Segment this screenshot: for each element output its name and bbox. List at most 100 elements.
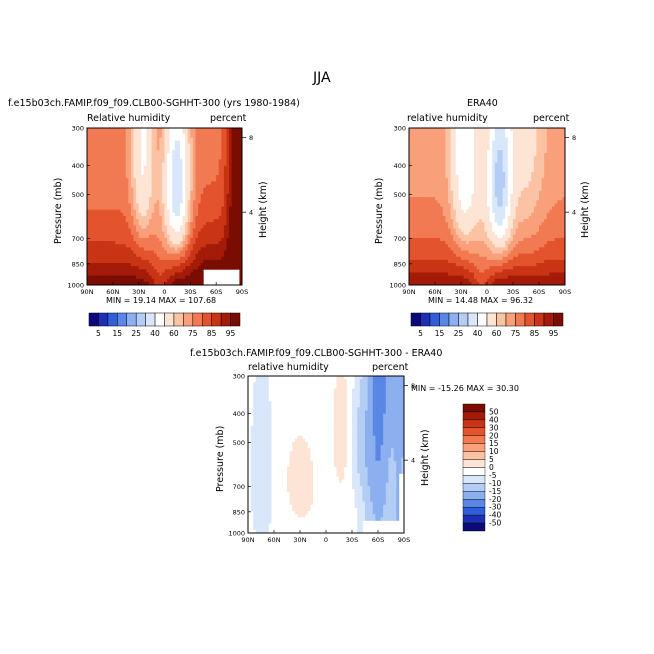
field-cell (89, 269, 93, 273)
field-cell (136, 137, 140, 141)
field-cell (169, 219, 173, 223)
field-cell (123, 253, 127, 258)
field-cell (218, 137, 222, 141)
field-cell (208, 159, 212, 163)
field-cell (497, 165, 501, 170)
field-cell (164, 200, 168, 204)
field-cell (208, 263, 212, 267)
field-cell (200, 190, 204, 195)
field-cell (234, 131, 238, 135)
field-cell (411, 175, 415, 179)
field-cell (458, 250, 462, 254)
field-cell (461, 140, 464, 145)
field-cell (213, 237, 217, 242)
field-cell (123, 134, 127, 138)
field-cell (115, 181, 119, 185)
field-cell (105, 156, 109, 160)
field-cell (419, 162, 423, 167)
field-cell (445, 256, 449, 261)
field-cell (97, 234, 101, 239)
field-cell (455, 275, 459, 280)
field-cell (468, 234, 472, 239)
field-cell (440, 228, 444, 233)
field-cell (115, 212, 119, 217)
field-cell (123, 259, 127, 264)
field-cell (143, 168, 147, 173)
field-cell (195, 165, 199, 170)
field-cell (419, 281, 423, 286)
field-cell (476, 203, 480, 207)
field-cell (149, 215, 152, 220)
field-cell (494, 256, 498, 261)
field-cell (97, 244, 101, 248)
field-cell (120, 250, 124, 254)
field-cell (223, 146, 227, 151)
field-cell (141, 181, 145, 185)
field-cell (229, 175, 233, 179)
field-cell (128, 156, 132, 160)
field-cell (448, 275, 451, 280)
field-cell (123, 156, 127, 160)
field-cell (118, 275, 121, 280)
field-cell (442, 175, 446, 179)
field-cell (229, 219, 233, 223)
field-cell (172, 272, 176, 276)
field-cell (437, 134, 441, 138)
field-cell (136, 181, 140, 185)
field-cell (492, 165, 496, 170)
field-cell (487, 178, 490, 182)
field-cell (159, 215, 163, 220)
field-cell (427, 153, 431, 157)
field-cell (455, 184, 459, 189)
field-cell (154, 197, 158, 201)
field-cell (479, 146, 483, 151)
field-cell (229, 165, 233, 170)
field-cell (161, 219, 165, 223)
field-cell (463, 278, 467, 283)
field-cell (112, 209, 116, 214)
field-cell (409, 134, 412, 138)
field-cell (476, 200, 480, 204)
field-cell (120, 259, 124, 264)
field-cell (107, 193, 111, 198)
field-cell (440, 175, 444, 179)
field-cell (187, 269, 191, 273)
field-cell (94, 134, 98, 138)
field-cell (419, 215, 423, 220)
field-cell (97, 275, 101, 280)
panel-diff-stats: MIN = -15.26 MAX = 30.30 (411, 384, 519, 393)
field-cell (161, 203, 165, 207)
field-cell (141, 171, 145, 176)
field-cell (234, 247, 238, 251)
field-cell (500, 259, 503, 264)
field-cell (87, 159, 90, 163)
field-cell (141, 215, 145, 220)
field-cell (89, 140, 93, 145)
field-cell (466, 146, 470, 151)
field-cell (190, 165, 194, 170)
field-cell (187, 225, 191, 229)
field-cell (424, 247, 428, 251)
field-cell (182, 234, 186, 239)
field-cell (87, 209, 90, 214)
field-cell (156, 219, 160, 223)
field-cell (190, 256, 194, 261)
field-cell (458, 209, 462, 214)
field-cell (136, 269, 140, 273)
field-cell (107, 203, 111, 207)
field-cell (450, 269, 454, 273)
field-cell (445, 272, 449, 276)
field-cell (479, 175, 483, 179)
field-cell (141, 184, 145, 189)
field-cell (453, 190, 457, 195)
field-cell (419, 253, 423, 258)
field-cell (471, 140, 475, 145)
field-cell (92, 162, 96, 167)
field-cell (120, 247, 124, 251)
field-cell (138, 215, 142, 220)
field-cell (182, 146, 186, 151)
field-cell (187, 228, 191, 233)
field-cell (471, 197, 475, 201)
field-cell (115, 231, 119, 236)
